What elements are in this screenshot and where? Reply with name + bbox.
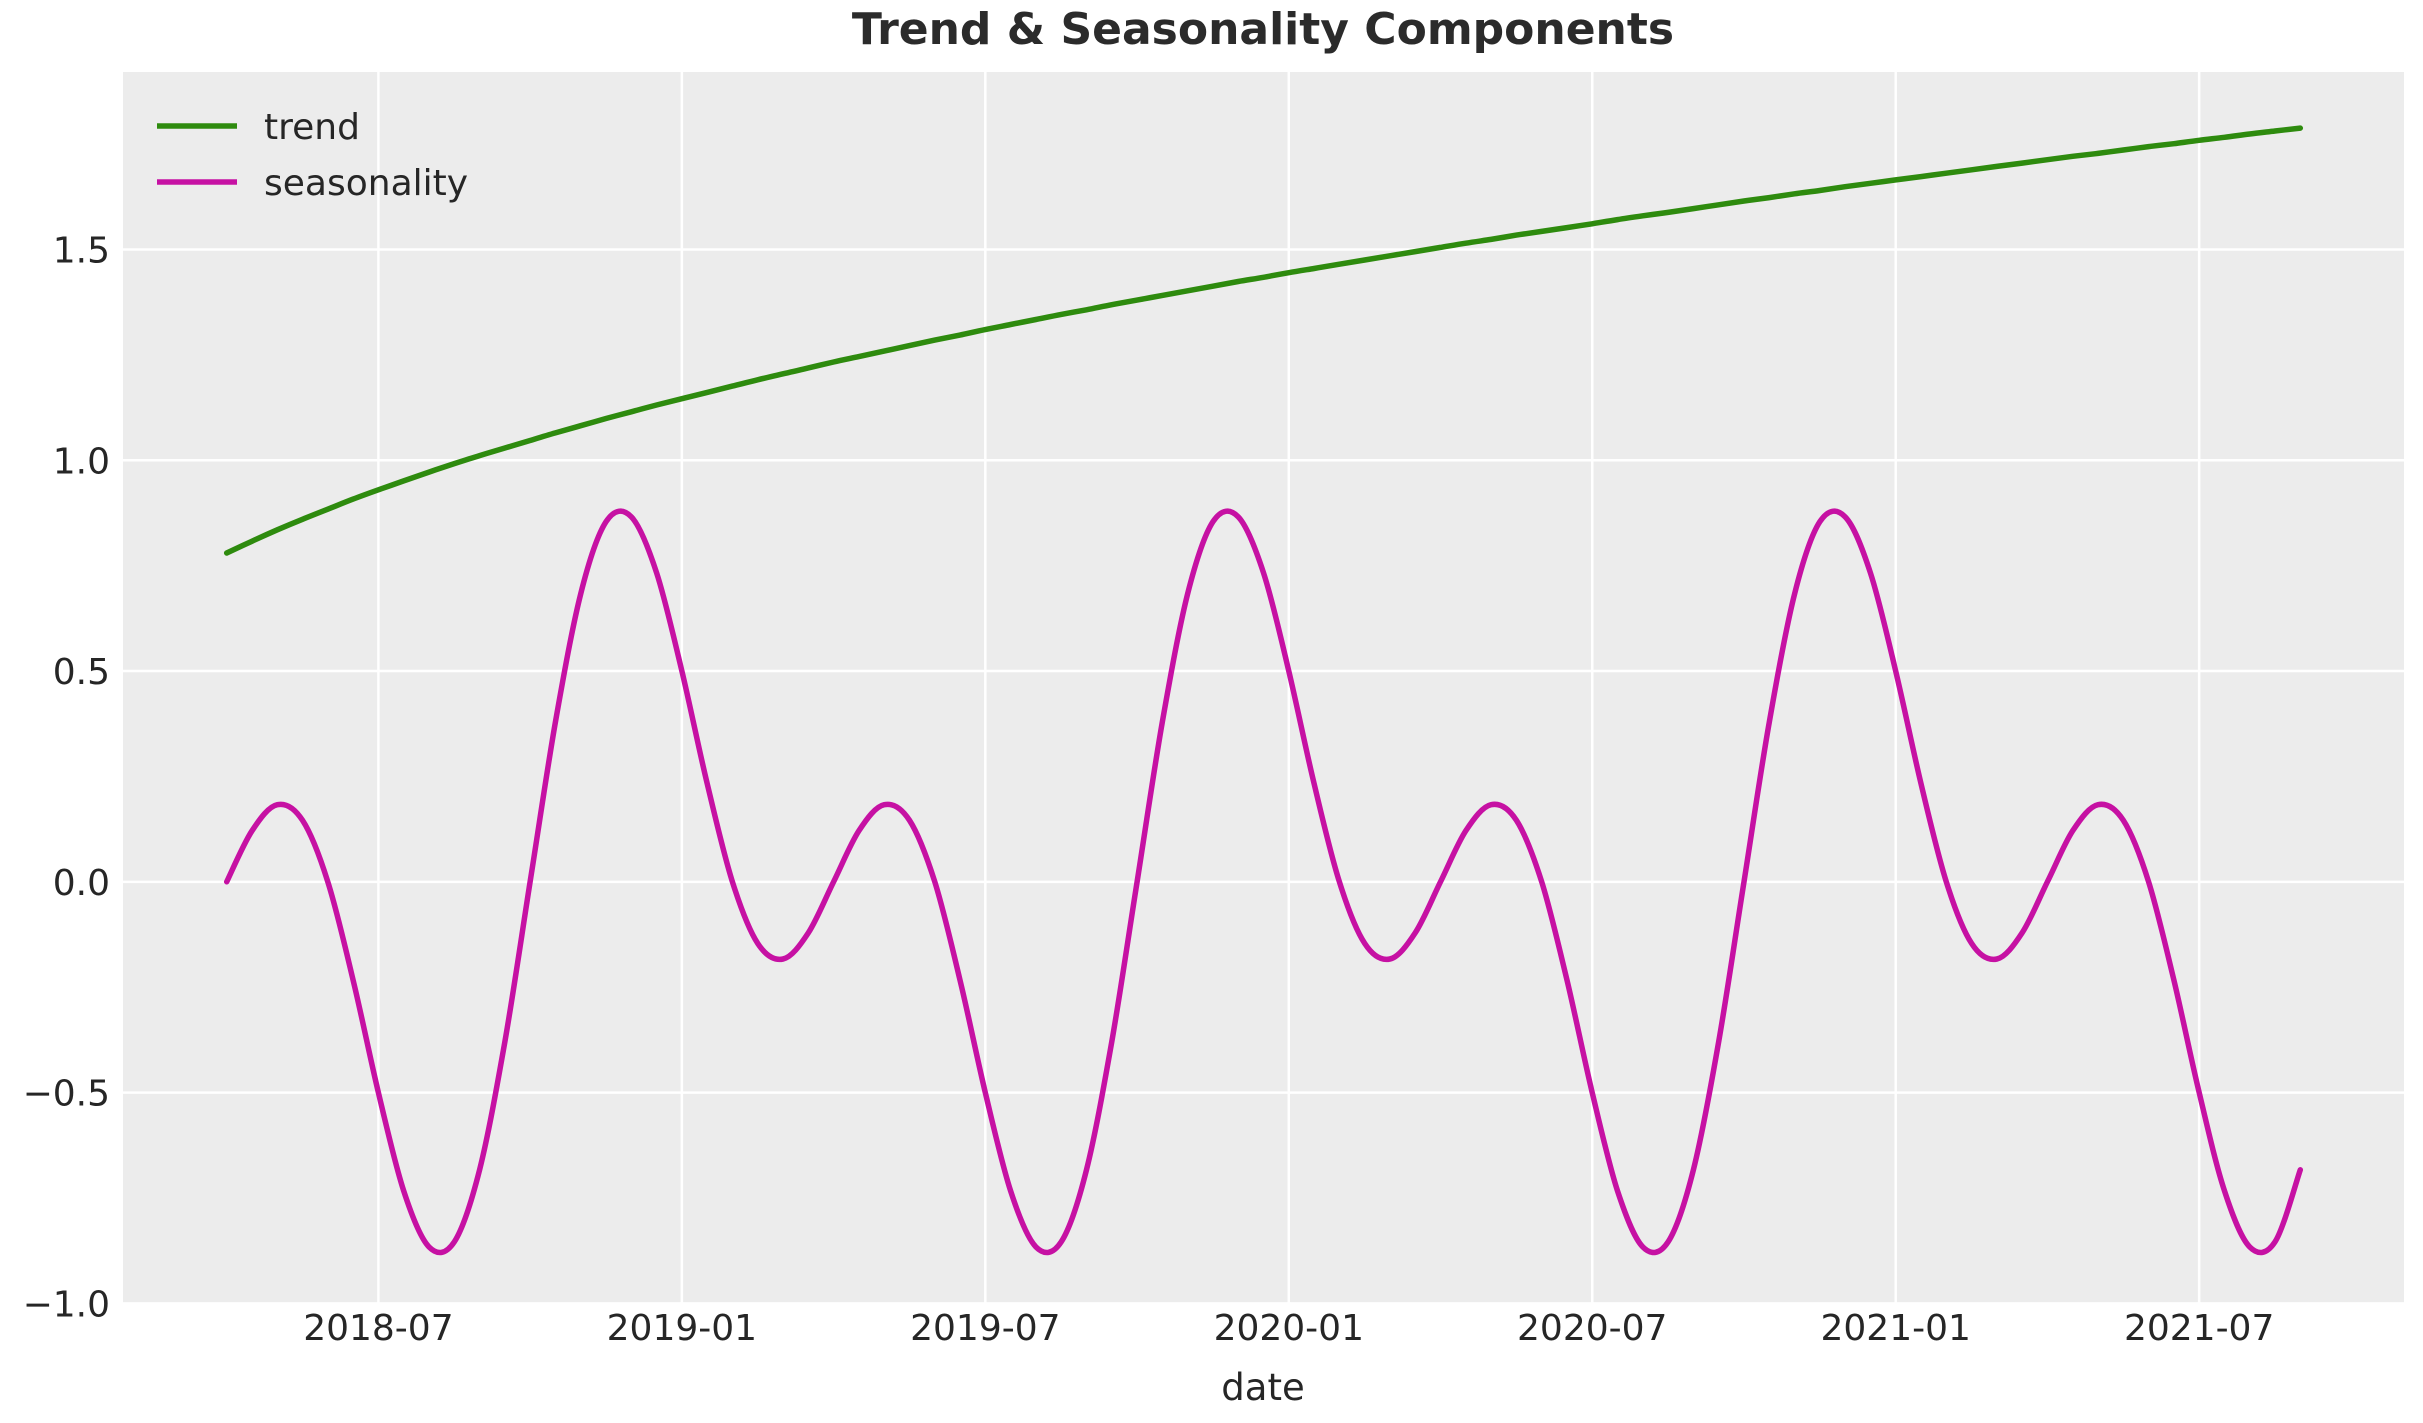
- y-tick-label: 0.5: [53, 652, 110, 693]
- legend-item-trend: trend: [157, 107, 360, 148]
- seasonality-legend-label: seasonality: [264, 163, 468, 204]
- x-axis-label: date: [1221, 1366, 1304, 1409]
- trend-legend-label: trend: [264, 107, 360, 148]
- trend-line: [223, 125, 2304, 556]
- series-layer: [223, 125, 2304, 1256]
- y-tick-label: −0.5: [23, 1074, 110, 1115]
- y-tick-label: 1.5: [53, 230, 110, 271]
- tick-label-layer: 2018-07 2019-01 2019-07 2020-01 2020-07 2021-…: [23, 230, 2275, 1349]
- legend-item-seasonality: seasonality: [157, 163, 468, 204]
- grid-layer: [123, 72, 2404, 1305]
- x-tick-label: 2019-07: [910, 1308, 1060, 1349]
- x-tick-label: 2020-07: [1517, 1308, 1667, 1349]
- y-tick-label: 0.0: [53, 863, 110, 904]
- x-tick-label: 2021-07: [2124, 1308, 2274, 1349]
- chart-title: Trend & Seasonality Components: [852, 4, 1674, 55]
- y-tick-label: −1.0: [23, 1284, 110, 1325]
- plot-background-layer: [123, 72, 2404, 1303]
- x-tick-label: 2021-01: [1820, 1308, 1970, 1349]
- y-tick-label: 1.0: [53, 441, 110, 482]
- x-tick-label: 2018-07: [303, 1308, 453, 1349]
- x-tick-label: 2019-01: [607, 1308, 757, 1349]
- legend: trend seasonality: [157, 107, 468, 204]
- x-tick-label: 2020-01: [1214, 1308, 1364, 1349]
- seasonality-line: [223, 508, 2304, 1256]
- plot-area: [123, 72, 2404, 1303]
